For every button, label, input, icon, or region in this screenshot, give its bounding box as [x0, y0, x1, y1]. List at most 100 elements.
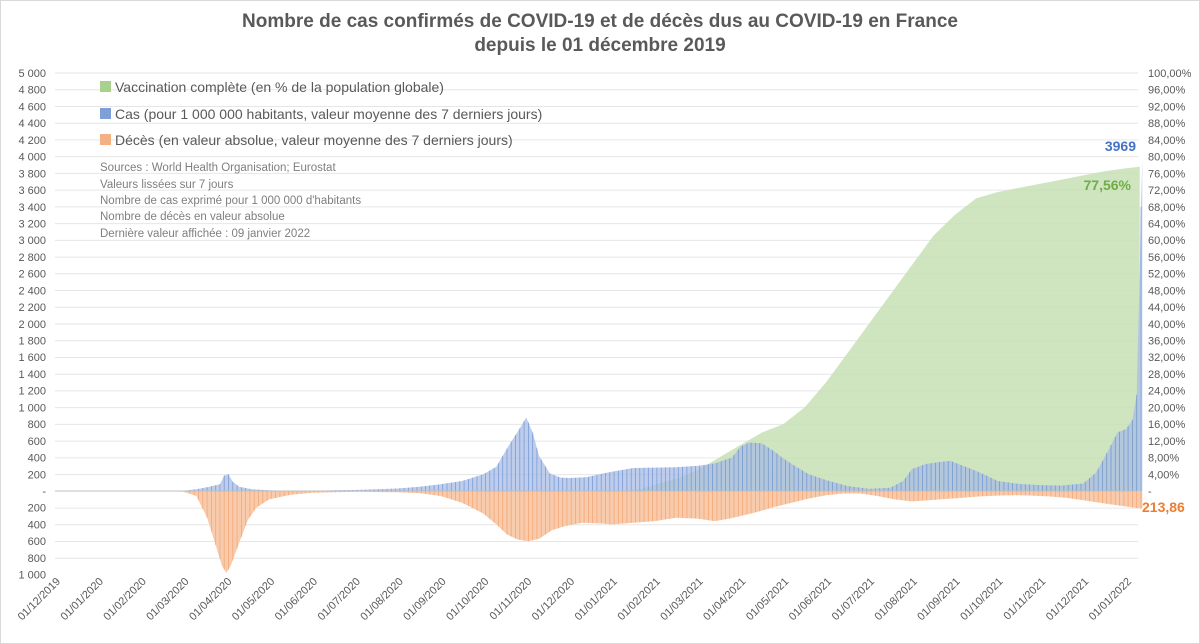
x-tick-label: 01/10/2020 — [444, 576, 491, 623]
right-tick-label: 24,00% — [1148, 386, 1186, 398]
x-tick-label: 01/05/2020 — [230, 576, 277, 623]
note-cases-unit: Nombre de cas exprimé pour 1 000 000 d'h… — [100, 195, 361, 207]
x-axis-ticks: 01/12/201901/01/202001/02/202001/03/2020… — [16, 576, 1134, 623]
series-areas — [55, 159, 1143, 573]
left-tick-label: 800 — [28, 419, 46, 431]
legend: Vaccination complète (en % de la populat… — [100, 79, 542, 148]
x-tick-label: 01/04/2021 — [701, 576, 748, 623]
x-tick-label: 01/02/2021 — [616, 576, 663, 623]
left-tick-label: 3 600 — [18, 185, 46, 197]
right-tick-label: 96,00% — [1148, 85, 1186, 97]
left-tick-label: 400 — [28, 453, 46, 465]
x-tick-label: 01/11/2020 — [487, 576, 534, 623]
right-tick-label: 76,00% — [1148, 168, 1186, 180]
x-tick-label: 01/07/2020 — [316, 576, 363, 623]
x-tick-label: 01/08/2021 — [873, 576, 920, 623]
series-deaths-area — [55, 491, 1143, 573]
x-tick-label: 01/03/2021 — [658, 576, 705, 623]
x-tick-label: 01/10/2021 — [958, 576, 1005, 623]
legend-swatch-deaths — [100, 134, 111, 145]
last-value-vaccination: 77,56% — [1084, 177, 1132, 193]
right-tick-label: 84,00% — [1148, 135, 1186, 147]
left-tick-label: 200 — [28, 469, 46, 481]
left-tick-label: 3 200 — [18, 219, 46, 231]
note-smoothing: Valeurs lissées sur 7 jours — [100, 179, 234, 191]
x-tick-label: 01/06/2020 — [273, 576, 320, 623]
x-tick-label: 01/09/2020 — [401, 576, 448, 623]
legend-item-deaths: Décès (en valeur absolue, valeur moyenne… — [100, 132, 513, 148]
x-tick-label: 01/09/2021 — [915, 576, 962, 623]
x-tick-label: 01/08/2020 — [358, 576, 405, 623]
right-tick-label: 8,00% — [1148, 453, 1179, 465]
right-tick-label: 32,00% — [1148, 352, 1186, 364]
right-tick-label: - — [1148, 486, 1152, 498]
series-vaccination-area — [624, 166, 1140, 492]
note-deaths-unit: Nombre de décès en valeur absolue — [100, 211, 285, 223]
right-tick-label: 92,00% — [1148, 101, 1186, 113]
x-tick-label: 01/05/2021 — [744, 576, 791, 623]
right-tick-label: 52,00% — [1148, 269, 1186, 281]
left-tick-label: 1 000 — [18, 570, 46, 582]
legend-swatch-cases — [100, 108, 111, 119]
right-tick-label: 48,00% — [1148, 285, 1186, 297]
left-tick-label: 4 000 — [18, 152, 46, 164]
left-tick-label: 200 — [28, 503, 46, 515]
x-tick-label: 01/01/2020 — [59, 576, 106, 623]
left-tick-label: 1 400 — [18, 369, 46, 381]
legend-item-vaccination: Vaccination complète (en % de la populat… — [100, 79, 444, 95]
x-tick-label: 01/12/2019 — [16, 576, 63, 623]
right-tick-label: 20,00% — [1148, 402, 1186, 414]
right-tick-label: 12,00% — [1148, 436, 1186, 448]
left-tick-label: 5 000 — [18, 68, 46, 80]
x-tick-label: 01/07/2021 — [830, 576, 877, 623]
right-tick-label: 16,00% — [1148, 419, 1186, 431]
left-tick-label: - — [42, 486, 46, 498]
left-tick-label: 3 400 — [18, 202, 46, 214]
left-axis-ticks: 5 000 4 800 4 600 4 400 4 200 4 000 3 800 3 600… — [18, 68, 46, 582]
right-tick-label: 64,00% — [1148, 219, 1186, 231]
x-tick-label: 01/01/2022 — [1087, 576, 1134, 623]
note-last-date: Dernière valeur affichée : 09 janvier 20… — [100, 228, 310, 240]
x-tick-label: 01/04/2020 — [187, 576, 234, 623]
right-axis-ticks: 100,00% 96,00% 92,00% 88,00% 84,00% 80,00% 76,… — [1148, 68, 1192, 498]
left-tick-label: 1 600 — [18, 352, 46, 364]
legend-item-cases: Cas (pour 1 000 000 habitants, valeur mo… — [100, 106, 542, 122]
right-tick-label: 68,00% — [1148, 202, 1186, 214]
chart-title-line2: depuis le 01 décembre 2019 — [474, 35, 726, 56]
left-tick-label: 600 — [28, 436, 46, 448]
left-tick-label: 1 200 — [18, 386, 46, 398]
right-tick-label: 80,00% — [1148, 152, 1186, 164]
legend-label-vaccination: Vaccination complète (en % de la populat… — [115, 79, 444, 95]
x-tick-label: 01/01/2021 — [573, 576, 620, 623]
left-tick-label: 2 800 — [18, 252, 46, 264]
right-tick-label: 44,00% — [1148, 302, 1186, 314]
note-sources: Sources : World Health Organisation; Eur… — [100, 162, 336, 174]
left-tick-label: 4 600 — [18, 101, 46, 113]
right-tick-label: 40,00% — [1148, 319, 1186, 331]
right-tick-label: 28,00% — [1148, 369, 1186, 381]
x-tick-label: 01/11/2021 — [1002, 576, 1049, 623]
x-tick-label: 01/12/2020 — [530, 576, 577, 623]
x-tick-label: 01/06/2021 — [787, 576, 834, 623]
last-value-deaths: 213,86 — [1142, 499, 1185, 515]
x-tick-label: 01/12/2021 — [1044, 576, 1091, 623]
chart-title: Nombre de cas confirmés de COVID-19 et d… — [0, 0, 1200, 60]
left-tick-label: 600 — [28, 536, 46, 548]
left-tick-label: 2 400 — [18, 285, 46, 297]
last-value-cases: 3969 — [1105, 138, 1136, 154]
left-tick-label: 800 — [28, 553, 46, 565]
right-tick-label: 56,00% — [1148, 252, 1186, 264]
left-tick-label: 3 000 — [18, 235, 46, 247]
left-tick-label: 4 200 — [18, 135, 46, 147]
left-tick-label: 2 200 — [18, 302, 46, 314]
legend-label-deaths: Décès (en valeur absolue, valeur moyenne… — [115, 132, 513, 148]
right-tick-label: 88,00% — [1148, 118, 1186, 130]
right-tick-label: 60,00% — [1148, 235, 1186, 247]
left-tick-label: 2 000 — [18, 319, 46, 331]
left-tick-label: 2 600 — [18, 269, 46, 281]
legend-swatch-vaccination — [100, 81, 111, 92]
right-tick-label: 72,00% — [1148, 185, 1186, 197]
legend-label-cases: Cas (pour 1 000 000 habitants, valeur mo… — [115, 106, 542, 122]
right-tick-label: 36,00% — [1148, 336, 1186, 348]
